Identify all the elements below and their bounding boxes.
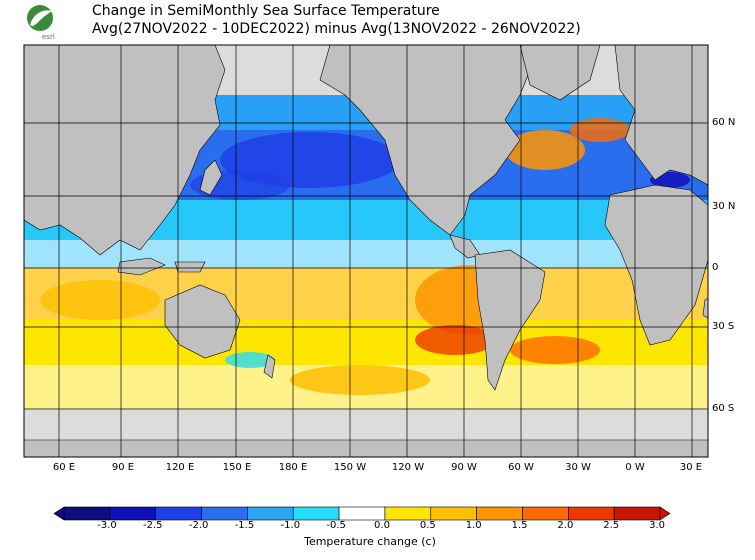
colorbar-tick-value: -2.0 — [188, 520, 209, 531]
lon-label: 180 E — [278, 462, 308, 473]
lat-label-30n: 30 N — [712, 201, 736, 212]
lat-label-60s: 60 S — [712, 403, 735, 414]
new-guinea-landmass — [174, 261, 206, 273]
lon-label: 60 E — [52, 462, 76, 473]
colorbar-tick-value: -0.5 — [326, 520, 346, 531]
lon-label: 120 E — [165, 462, 195, 473]
colorbar — [53, 506, 671, 521]
colorbar-swatch — [613, 506, 661, 521]
map-frame — [23, 44, 709, 458]
colorbar-swatch — [63, 506, 111, 521]
colorbar-tick-value: 1.5 — [511, 520, 528, 531]
lon-label: 150 W — [333, 462, 367, 473]
colorbar-left-arrow — [53, 506, 65, 521]
lat-label-60n: 60 N — [712, 117, 736, 128]
logo-text: esrl — [42, 33, 55, 41]
graticule — [24, 45, 708, 457]
north-atlantic-warm-anomaly — [505, 130, 585, 170]
colorbar-tick-value: -2.5 — [143, 520, 163, 531]
colorbar-tick-value: 2.5 — [603, 520, 620, 531]
indonesia-landmass — [117, 257, 166, 276]
colorbar-swatch — [201, 506, 248, 521]
colorbar-right-arrow — [659, 506, 671, 521]
colorbar-tick-value: 2.0 — [557, 520, 574, 531]
lon-label: 30 E — [679, 462, 703, 473]
colorbar-tick-value: -3.0 — [97, 520, 117, 531]
colorbar-swatch — [568, 506, 615, 521]
lon-label: 90 E — [111, 462, 135, 473]
lon-label: 120 W — [391, 462, 425, 473]
japan-landmass — [199, 159, 223, 196]
lon-label: 150 E — [222, 462, 252, 473]
antarctica-landmass — [24, 439, 708, 457]
colorbar-tick-value: -1.5 — [234, 520, 255, 531]
lat-label-30s: 30 S — [712, 321, 735, 332]
colorbar-swatch — [338, 506, 386, 521]
south-atlantic-warm-anomaly — [510, 336, 600, 364]
colorbar-swatch — [430, 506, 477, 521]
colorbar-swatch — [522, 506, 569, 521]
colorbar-tick-value: 3.0 — [649, 520, 666, 531]
colorbar-swatch — [384, 506, 432, 521]
chart-title: Change in SemiMonthly Sea Surface Temper… — [92, 3, 440, 19]
land-masses — [24, 45, 708, 457]
north-atlantic-warm-core — [570, 118, 630, 142]
leaf-logo-icon: esrl — [27, 5, 55, 41]
colorbar-swatch — [109, 506, 156, 521]
esrl-logo: esrl — [20, 3, 64, 41]
lon-label: 30 W — [565, 462, 591, 473]
asia-landmass — [24, 45, 226, 256]
colorbar-swatch — [476, 506, 523, 521]
colorbar-tick-value: 0.0 — [374, 520, 390, 531]
colorbar-swatch — [155, 506, 202, 521]
lon-label: 60 W — [508, 462, 534, 473]
africa-landmass — [604, 184, 708, 346]
south-pacific-warm-core — [415, 325, 495, 355]
colorbar-swatch — [247, 506, 294, 521]
madagascar-landmass — [702, 297, 708, 319]
australia-landmass — [164, 284, 241, 359]
south-subtropical-band — [24, 320, 708, 365]
colorbar-tick-value: 1.0 — [465, 520, 482, 531]
southern-pacific-warm-anomaly — [290, 365, 430, 395]
colorbar-swatch — [292, 506, 340, 521]
colorbar-tick-value: 0.5 — [419, 520, 436, 531]
new-zealand-landmass — [263, 354, 276, 379]
colorbar-label: Temperature change (c) — [304, 535, 436, 548]
europe-landmass — [614, 45, 708, 186]
tasman-cool-patch — [225, 352, 275, 368]
colorbar-tick-value: -1.0 — [280, 520, 301, 531]
central-america-landmass — [449, 234, 481, 259]
lon-label: 0 W — [625, 462, 645, 473]
lon-label: 90 W — [451, 462, 477, 473]
indian-ocean-warm-anomaly — [40, 280, 160, 320]
lat-label-eq: 0 — [712, 262, 719, 273]
greenland-landmass — [519, 45, 601, 101]
chart-subtitle: Avg(27NOV2022 - 10DEC2022) minus Avg(13N… — [92, 21, 581, 37]
